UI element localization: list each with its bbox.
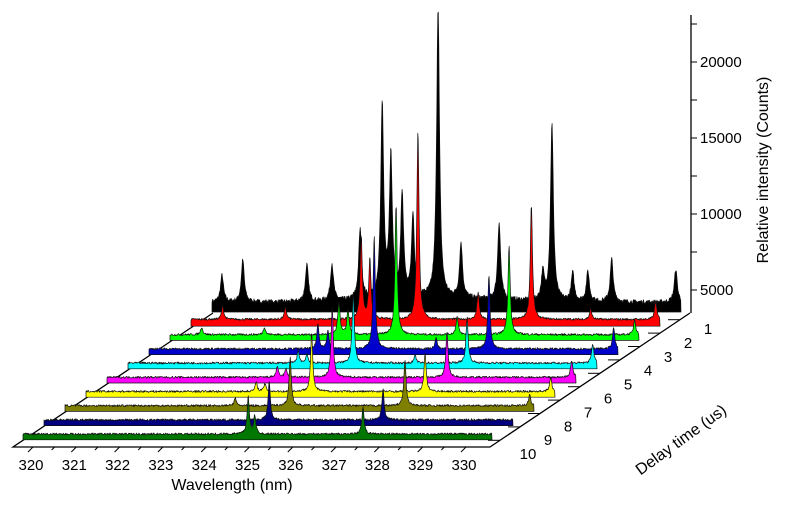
x-tick bbox=[157, 446, 164, 453]
z-tick-label: 5000 bbox=[700, 282, 733, 299]
y-tick-label: 6 bbox=[604, 391, 612, 408]
x-tick-label: 323 bbox=[148, 457, 173, 474]
x-minor-tick bbox=[224, 446, 229, 451]
x-tick bbox=[244, 446, 250, 453]
traces bbox=[22, 11, 682, 441]
y-tick-label: 5 bbox=[624, 377, 632, 394]
x-tick-label: 325 bbox=[235, 457, 260, 474]
y-tick-label: 1 bbox=[704, 321, 712, 338]
z-tick-label: 10000 bbox=[700, 206, 742, 223]
y-axis-title: Delay time (us) bbox=[633, 402, 730, 479]
x-minor-tick bbox=[51, 446, 56, 451]
z-axis-title: Relative intensity (Counts) bbox=[755, 77, 772, 264]
series-8-trace bbox=[64, 356, 535, 412]
x-tick bbox=[330, 446, 337, 453]
x-tick bbox=[70, 446, 77, 453]
x-tick bbox=[417, 446, 424, 453]
axes: 320 321 322 323 324 325 326 327 328 329 330 1234567… bbox=[18, 15, 742, 474]
x-minor-tick bbox=[440, 446, 445, 451]
x-minor-tick bbox=[137, 446, 142, 451]
x-tick-label: 327 bbox=[322, 457, 347, 474]
x-minor-tick bbox=[311, 446, 315, 451]
series-2-trace bbox=[190, 132, 661, 327]
series-3-trace bbox=[169, 207, 640, 341]
x-tick bbox=[460, 446, 467, 453]
y-tick-label: 9 bbox=[544, 432, 552, 449]
series-1-trace bbox=[211, 11, 682, 313]
x-tick bbox=[374, 446, 380, 453]
y-tick-label: 3 bbox=[664, 349, 672, 366]
x-minor-tick bbox=[354, 446, 359, 451]
series-9-trace bbox=[43, 381, 514, 426]
x-tick-label: 320 bbox=[18, 457, 43, 474]
z-tick-label: 20000 bbox=[700, 54, 742, 71]
x-axis-title: Wavelength (nm) bbox=[171, 477, 292, 494]
x-minor-tick bbox=[267, 446, 272, 451]
x-tick-label: 329 bbox=[408, 457, 433, 474]
y-tick-label: 2 bbox=[684, 335, 692, 352]
series-4-trace bbox=[148, 236, 619, 355]
z-tick-label: 15000 bbox=[700, 130, 742, 147]
x-tick bbox=[200, 446, 207, 453]
x-tick bbox=[27, 446, 34, 453]
series-10-trace bbox=[22, 395, 493, 441]
y-tick-label: 10 bbox=[520, 446, 537, 463]
x-minor-tick bbox=[181, 446, 185, 451]
x-tick-label: 326 bbox=[278, 457, 303, 474]
y-tick-label: 8 bbox=[564, 418, 572, 435]
x-minor-tick bbox=[94, 446, 99, 451]
x-tick-label: 328 bbox=[365, 457, 390, 474]
x-minor-tick bbox=[397, 446, 402, 451]
x-tick-label: 321 bbox=[62, 457, 87, 474]
x-tick-label: 324 bbox=[192, 457, 217, 474]
series-5-trace bbox=[127, 292, 598, 370]
series-7-trace bbox=[85, 333, 556, 398]
x-tick bbox=[287, 446, 294, 453]
x-tick bbox=[114, 446, 120, 453]
y-tick-label: 4 bbox=[644, 363, 652, 380]
x-tick-label: 330 bbox=[451, 457, 476, 474]
x-tick-label: 322 bbox=[105, 457, 130, 474]
series-6-trace bbox=[106, 307, 577, 384]
y-tick-label: 7 bbox=[584, 404, 592, 421]
